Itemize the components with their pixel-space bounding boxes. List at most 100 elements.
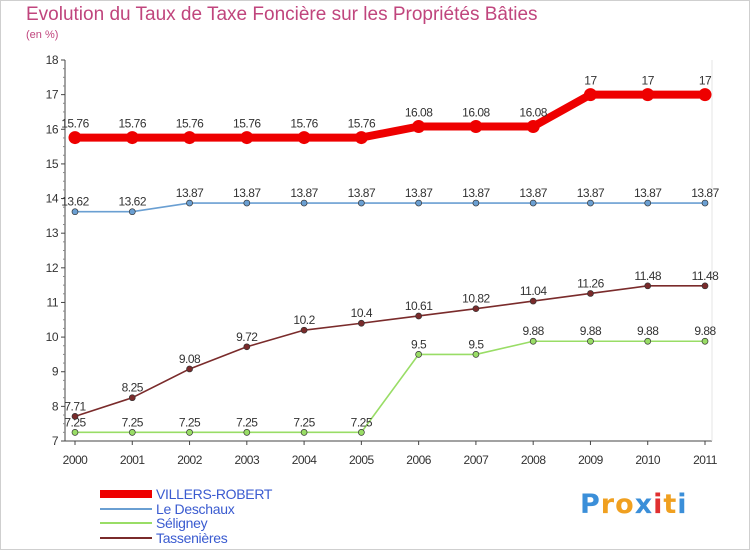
- data-label-tassenieres: 11.04: [520, 284, 547, 298]
- data-point-seligney: [71, 428, 79, 436]
- data-label-le-deschaux: 13.87: [634, 186, 662, 200]
- data-label-tassenieres: 11.48: [634, 269, 661, 283]
- legend-label: Tassenières: [156, 529, 228, 546]
- data-label-le-deschaux: 13.62: [61, 195, 89, 209]
- data-point-le-deschaux: [415, 199, 422, 207]
- data-point-seligney: [358, 428, 365, 436]
- data-label-seligney: 7.25: [64, 415, 86, 429]
- data-label-tassenieres: 9.72: [236, 330, 258, 344]
- x-tick-label: 2006: [406, 453, 432, 467]
- data-label-le-deschaux: 13.87: [691, 186, 719, 200]
- data-label-seligney: 7.25: [236, 415, 258, 429]
- data-point-seligney: [243, 428, 251, 436]
- x-tick-label: 2004: [292, 453, 318, 467]
- data-point-villers-robert: [183, 131, 197, 145]
- data-point-tassenieres: [701, 282, 709, 290]
- data-point-le-deschaux: [300, 199, 308, 207]
- legend-item-le-deschaux: Le Deschaux: [100, 502, 272, 517]
- data-point-le-deschaux: [472, 199, 480, 207]
- y-tick-label: 14: [46, 192, 59, 206]
- data-point-le-deschaux: [644, 199, 652, 207]
- data-point-tassenieres: [644, 282, 652, 290]
- data-point-villers-robert: [698, 88, 712, 102]
- data-label-seligney: 7.25: [351, 415, 373, 429]
- data-label-seligney: 7.25: [122, 415, 144, 429]
- y-tick-label: 11: [47, 295, 59, 309]
- y-tick-label: 8: [52, 399, 59, 413]
- y-tick-label: 15: [46, 157, 59, 171]
- data-point-villers-robert: [641, 88, 655, 102]
- chart-unit: (en %): [26, 29, 59, 41]
- x-tick-label: 2007: [464, 453, 490, 467]
- data-point-seligney: [644, 337, 652, 345]
- x-tick-label: 2002: [177, 453, 203, 467]
- data-point-tassenieres: [186, 365, 193, 373]
- data-point-villers-robert: [469, 120, 483, 134]
- series-line-tassenieres: [74, 285, 706, 418]
- data-label-villers-robert: 16.08: [462, 106, 490, 120]
- data-point-villers-robert: [68, 131, 82, 145]
- data-label-villers-robert: 15.76: [119, 117, 147, 131]
- legend-swatch: [100, 522, 152, 525]
- data-point-villers-robert: [297, 131, 311, 145]
- legend-swatch: [100, 536, 152, 539]
- legend-label: Le Deschaux: [156, 500, 235, 517]
- data-point-le-deschaux: [71, 208, 79, 216]
- logo-letter: r: [600, 489, 616, 520]
- data-label-le-deschaux: 13.87: [462, 186, 490, 200]
- series-line-seligney: [74, 340, 706, 434]
- data-label-villers-robert: 17: [584, 74, 597, 88]
- data-point-villers-robert: [354, 131, 368, 145]
- legend-item-seligney: Séligney: [100, 516, 272, 531]
- data-label-tassenieres: 11.48: [692, 269, 719, 283]
- chart-title: Evolution du Taux de Taxe Foncière sur l…: [26, 4, 538, 25]
- y-tick-label: 7: [52, 434, 59, 448]
- data-point-tassenieres: [415, 312, 422, 320]
- logo-letter: o: [615, 489, 635, 520]
- data-label-villers-robert: 17: [642, 74, 655, 88]
- data-label-tassenieres: 10.2: [293, 313, 315, 327]
- logo-letter: i: [653, 489, 664, 520]
- data-point-le-deschaux: [587, 199, 594, 207]
- data-point-le-deschaux: [358, 199, 365, 207]
- y-tick-label: 9: [52, 365, 59, 379]
- data-label-villers-robert: 15.76: [61, 117, 89, 131]
- data-point-tassenieres: [128, 394, 136, 402]
- data-label-villers-robert: 15.76: [348, 117, 376, 131]
- legend-swatch: [100, 507, 152, 510]
- data-label-tassenieres: 10.82: [462, 292, 490, 306]
- data-point-le-deschaux: [243, 199, 251, 207]
- y-tick-label: 12: [46, 261, 59, 275]
- data-label-le-deschaux: 13.87: [348, 186, 376, 200]
- logo-letter: i: [677, 489, 688, 520]
- data-label-villers-robert: 16.08: [405, 106, 433, 120]
- data-point-seligney: [186, 428, 193, 436]
- x-tick-label: 2008: [521, 453, 547, 467]
- x-tick-label: 2005: [349, 453, 375, 467]
- series-line-le-deschaux: [74, 202, 706, 213]
- logo-letter: P: [580, 489, 601, 520]
- data-point-seligney: [587, 337, 594, 345]
- x-tick-label: 2000: [63, 453, 89, 467]
- data-point-le-deschaux: [529, 199, 537, 207]
- logo-letter: x: [634, 489, 654, 520]
- data-label-seligney: 7.25: [179, 415, 201, 429]
- data-point-tassenieres: [529, 297, 537, 305]
- data-point-tassenieres: [358, 319, 365, 327]
- data-point-seligney: [529, 337, 537, 345]
- data-label-seligney: 9.88: [523, 324, 545, 338]
- data-label-le-deschaux: 13.87: [233, 186, 261, 200]
- y-tick-label: 10: [46, 330, 59, 344]
- data-point-tassenieres: [243, 343, 251, 351]
- legend-swatch: [100, 490, 152, 499]
- data-label-seligney: 7.25: [293, 415, 315, 429]
- data-point-seligney: [415, 351, 422, 358]
- logo-letter: t: [663, 489, 678, 520]
- data-point-le-deschaux: [701, 199, 709, 207]
- data-label-le-deschaux: 13.87: [290, 186, 318, 200]
- chart-legend: VILLERS-ROBERT Le Deschaux Séligney Tass…: [100, 487, 272, 545]
- data-label-tassenieres: 10.61: [405, 299, 433, 313]
- data-label-villers-robert: 16.08: [519, 106, 547, 120]
- x-tick-label: 2011: [693, 453, 718, 467]
- data-label-tassenieres: 8.25: [122, 381, 144, 395]
